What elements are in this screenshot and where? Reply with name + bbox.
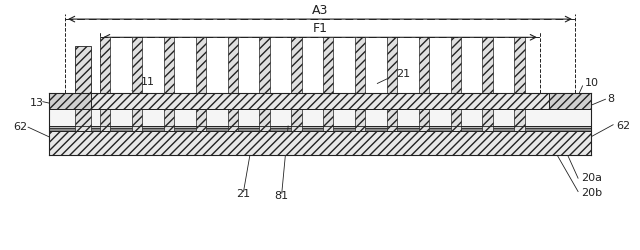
Bar	[196, 37, 206, 93]
Text: 62: 62	[616, 121, 630, 131]
Bar	[228, 37, 238, 93]
Text: 21: 21	[396, 69, 411, 79]
Bar	[291, 109, 301, 131]
Bar	[291, 37, 301, 93]
Bar	[100, 37, 110, 93]
Text: 10: 10	[584, 78, 598, 88]
Bar	[515, 37, 525, 93]
Text: 21: 21	[236, 189, 251, 199]
Text: A3: A3	[312, 4, 328, 17]
Bar	[132, 37, 142, 93]
Bar	[49, 93, 91, 109]
Bar	[228, 109, 238, 131]
Bar	[549, 93, 591, 109]
Bar	[451, 37, 461, 93]
Bar	[75, 46, 91, 93]
Text: 20b: 20b	[581, 188, 602, 198]
Text: 11: 11	[141, 77, 155, 87]
Bar	[355, 37, 365, 93]
Bar	[259, 37, 269, 93]
Bar	[196, 109, 206, 131]
Bar	[49, 93, 591, 109]
Bar	[49, 109, 591, 126]
Bar	[323, 109, 333, 131]
Bar	[49, 126, 591, 128]
Bar	[323, 37, 333, 93]
Text: 62: 62	[13, 122, 28, 132]
Bar	[164, 37, 174, 93]
Bar	[483, 37, 493, 93]
Bar	[259, 109, 269, 131]
Text: 8: 8	[607, 94, 614, 104]
Bar	[75, 109, 91, 131]
Text: 81: 81	[275, 192, 289, 202]
Bar	[355, 109, 365, 131]
Bar	[515, 109, 525, 131]
Text: F1: F1	[312, 22, 328, 35]
Bar	[100, 109, 110, 131]
Bar	[387, 37, 397, 93]
Bar	[419, 109, 429, 131]
Bar	[483, 109, 493, 131]
Bar	[164, 109, 174, 131]
Bar	[132, 109, 142, 131]
Text: 20a: 20a	[581, 173, 602, 183]
Text: F3: F3	[76, 53, 90, 63]
Bar	[49, 131, 591, 155]
Text: 13: 13	[29, 98, 44, 108]
Bar	[49, 128, 591, 131]
Bar	[451, 109, 461, 131]
Bar	[387, 109, 397, 131]
Bar	[419, 37, 429, 93]
